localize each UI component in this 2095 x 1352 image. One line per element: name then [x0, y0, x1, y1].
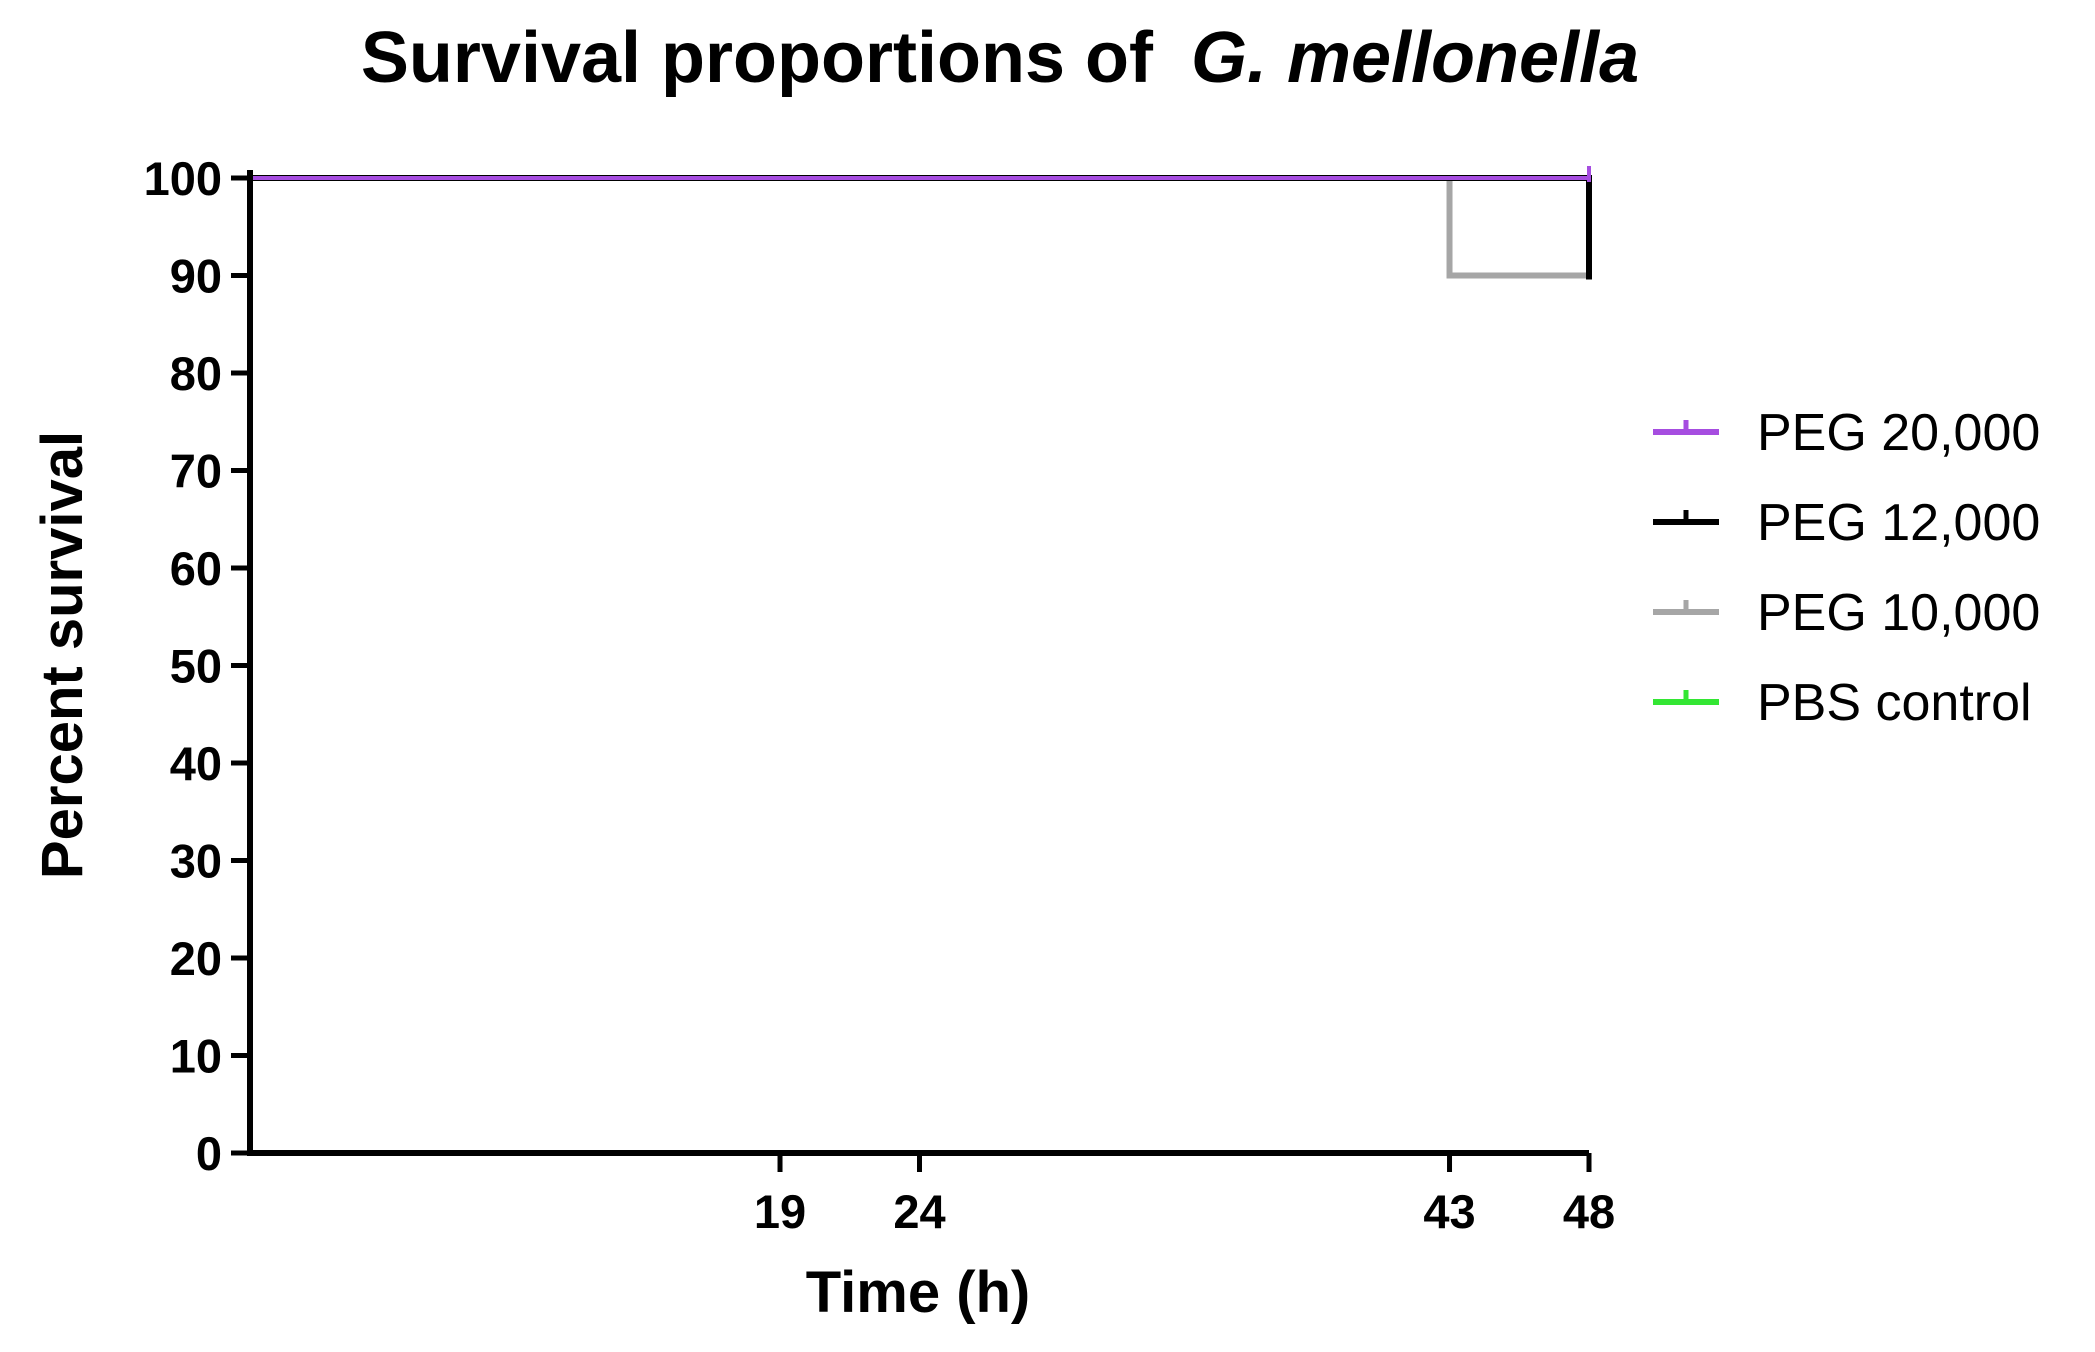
y-tick-label: 0: [196, 1127, 222, 1180]
y-tick-label: 60: [170, 542, 222, 595]
x-tick-label: 48: [1563, 1185, 1615, 1238]
y-tick-label: 80: [170, 347, 222, 400]
legend: PEG 20,000 PEG 12,000 PEG 10,000 PBS contro…: [1653, 404, 2040, 732]
legend-label: PEG 20,000: [1757, 404, 2040, 462]
y-axis-ticks: 0 10 20 30 40 50 60 70 80 90 100: [144, 152, 250, 1180]
chart-title-main: Survival proportions of: [361, 18, 1154, 98]
y-axis-label: Percent survival: [30, 431, 95, 879]
y-tick-label: 100: [144, 152, 222, 205]
series-line-peg-10-000: [250, 175, 1589, 279]
x-tick-label: 24: [893, 1185, 945, 1238]
legend-label: PEG 12,000: [1757, 494, 2040, 552]
y-tick-label: 50: [170, 640, 222, 693]
x-axis-label: Time (h): [806, 1260, 1031, 1325]
x-tick-label: 19: [754, 1185, 806, 1238]
legend-label: PEG 10,000: [1757, 584, 2040, 642]
legend-item: PEG 20,000: [1653, 404, 2040, 462]
y-tick-label: 10: [170, 1030, 222, 1083]
legend-item: PEG 10,000: [1653, 584, 2040, 642]
y-tick-label: 90: [170, 250, 222, 303]
x-axis-ticks: 19 24 43 48: [754, 1153, 1615, 1238]
chart-title-species: G. mellonella: [1191, 18, 1639, 98]
y-tick-label: 30: [170, 835, 222, 888]
series-layer: [250, 166, 1592, 280]
y-tick-label: 40: [170, 737, 222, 790]
y-tick-label: 70: [170, 445, 222, 498]
legend-item: PBS control: [1653, 674, 2032, 732]
chart-title: Survival proportions of G. mellonella: [361, 18, 1639, 98]
legend-item: PEG 12,000: [1653, 494, 2040, 552]
series-line-peg-12-000: [250, 175, 1592, 276]
x-tick-label: 43: [1423, 1185, 1475, 1238]
y-tick-label: 20: [170, 932, 222, 985]
legend-label: PBS control: [1757, 674, 2032, 732]
